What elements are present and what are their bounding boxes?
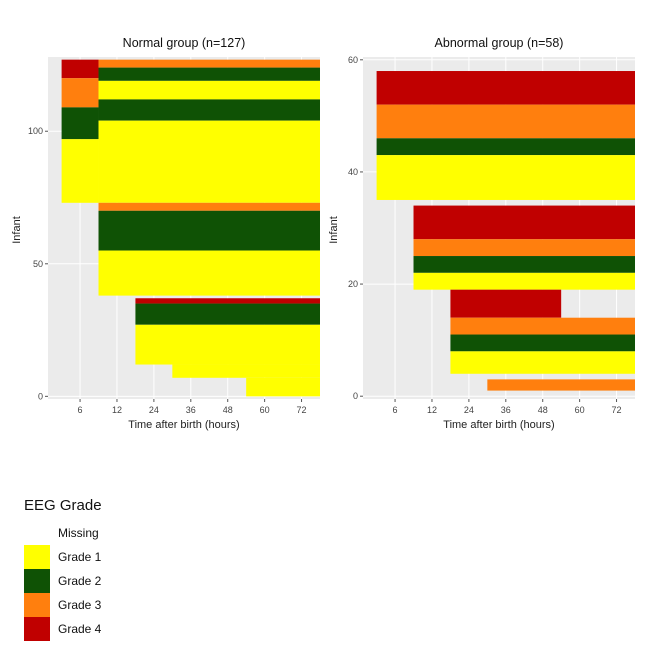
x-tick-label: 48 [223, 405, 233, 415]
x-tick-label: 6 [393, 405, 398, 415]
abnormal-group-xlabel: Time after birth (hours) [443, 419, 554, 431]
legend-item-grade-3: Grade 3 [24, 593, 102, 617]
heatmap-cell-grade-1 [450, 351, 635, 374]
legend-item-grade-4: Grade 4 [24, 617, 102, 641]
abnormal-group-panel: Abnormal group (n=58) Time after birth (… [328, 36, 635, 431]
heatmap-cell-grade-1 [98, 80, 320, 100]
heatmap-cell-grade-1 [246, 377, 320, 397]
heatmap-cell-grade-1 [98, 250, 320, 296]
heatmap-cell-grade-2 [98, 67, 320, 81]
x-tick-label: 48 [538, 405, 548, 415]
legend-label-missing: Missing [58, 526, 99, 540]
y-tick-label: 60 [348, 55, 358, 65]
heatmap-cell-grade-3 [98, 202, 320, 211]
heatmap-cell-grade-4 [376, 71, 635, 105]
heatmap-cell-grade-3 [413, 239, 635, 257]
heatmap-cell-grade-3 [61, 78, 99, 108]
y-tick-label: 0 [38, 391, 43, 401]
legend-label-grade-4: Grade 4 [58, 622, 102, 636]
x-tick-label: 72 [297, 405, 307, 415]
heatmap-cell-grade-1 [376, 155, 635, 200]
legend-key-grade-1 [24, 545, 50, 569]
legend-label-grade-3: Grade 3 [58, 598, 102, 612]
x-tick-label: 36 [186, 405, 196, 415]
heatmap-cell-grade-2 [98, 99, 320, 121]
normal-group-ylabel: Infant [11, 216, 23, 244]
y-tick-label: 100 [28, 126, 43, 136]
x-tick-label: 36 [501, 405, 511, 415]
heatmap-cell-grade-4 [450, 289, 562, 318]
legend-key-missing [24, 521, 50, 545]
y-tick-label: 20 [348, 279, 358, 289]
legend-key-grade-3 [24, 593, 50, 617]
x-tick-label: 60 [260, 405, 270, 415]
y-tick-label: 0 [353, 391, 358, 401]
heatmap-cell-grade-3 [98, 59, 320, 68]
heatmap-cell-grade-3 [376, 104, 635, 139]
x-tick-label: 12 [427, 405, 437, 415]
legend-item-missing: Missing [24, 521, 99, 545]
heatmap-cell-grade-3 [487, 379, 635, 391]
legend: EEG Grade Missing Grade 1 Grade 2 Grade … [24, 497, 102, 641]
abnormal-group-ylabel: Infant [328, 216, 340, 244]
legend-key-grade-2 [24, 569, 50, 593]
heatmap-cell-grade-2 [450, 334, 635, 352]
abnormal-group-title: Abnormal group (n=58) [435, 36, 564, 50]
x-tick-label: 72 [612, 405, 622, 415]
legend-item-grade-1: Grade 1 [24, 545, 102, 569]
legend-title: EEG Grade [24, 497, 102, 514]
normal-group-xlabel: Time after birth (hours) [128, 419, 239, 431]
x-tick-label: 60 [575, 405, 585, 415]
heatmap-cell-grade-1 [413, 272, 635, 290]
y-tick-label: 40 [348, 167, 358, 177]
legend-item-grade-2: Grade 2 [24, 569, 102, 593]
heatmap-cell-grade-2 [135, 303, 320, 325]
heatmap-cell-grade-2 [413, 256, 635, 273]
heatmap-cell-grade-1 [135, 324, 320, 365]
heatmap-cell-grade-2 [61, 107, 99, 140]
x-tick-label: 12 [112, 405, 122, 415]
heatmap-cell-grade-1 [61, 139, 99, 203]
legend-label-grade-1: Grade 1 [58, 550, 102, 564]
heatmap-cell-grade-3 [450, 317, 635, 335]
x-tick-label: 24 [464, 405, 474, 415]
heatmap-cell-grade-2 [376, 138, 635, 156]
legend-key-grade-4 [24, 617, 50, 641]
heatmap-cell-grade-1 [98, 120, 320, 203]
x-tick-label: 6 [78, 405, 83, 415]
x-tick-label: 24 [149, 405, 159, 415]
normal-group-title: Normal group (n=127) [123, 36, 246, 50]
heatmap-cell-grade-4 [413, 205, 635, 240]
legend-label-grade-2: Grade 2 [58, 574, 102, 588]
heatmap-cell-grade-4 [61, 59, 99, 79]
normal-group-panel: Normal group (n=127) Time after birth (h… [11, 36, 320, 431]
heatmap-cell-grade-2 [98, 210, 320, 251]
heatmap-cell-grade-1 [172, 364, 320, 378]
heatmap-cell-grade-4 [135, 298, 320, 304]
y-tick-label: 50 [33, 259, 43, 269]
